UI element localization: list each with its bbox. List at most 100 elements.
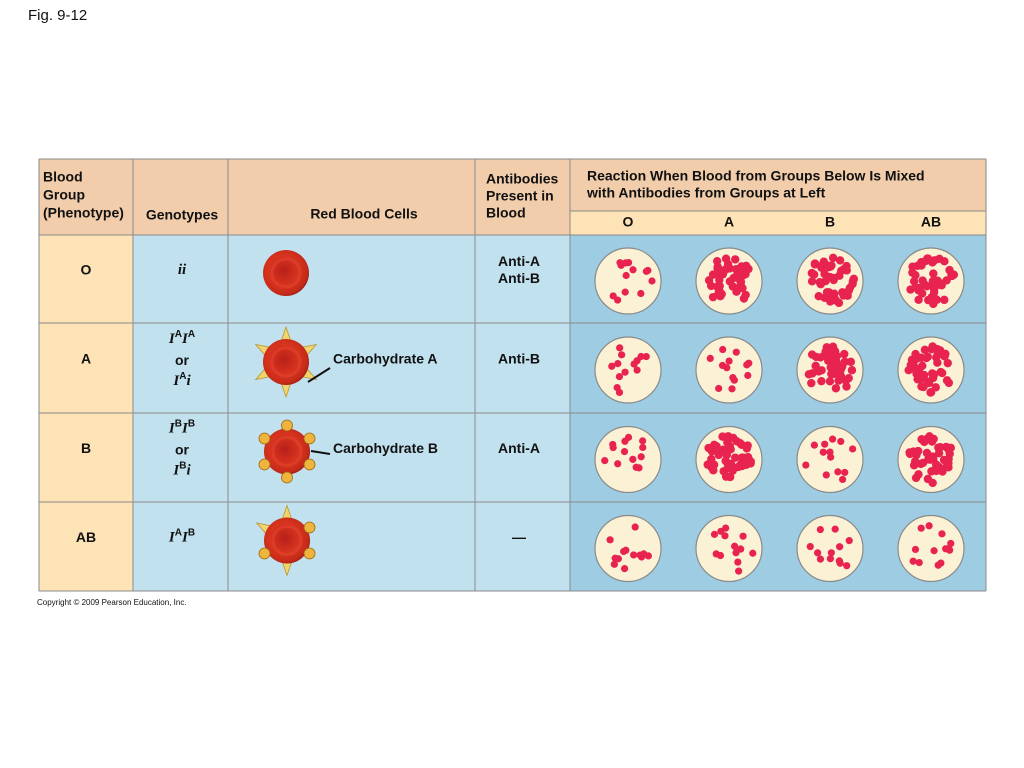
agglutinated-cell: [804, 370, 814, 379]
agglutinated-cell: [929, 299, 938, 309]
red-cell-dot: [802, 461, 810, 469]
cell-rim: [270, 257, 302, 289]
agglutinated-cell: [937, 368, 947, 378]
reaction-group-label: AB: [921, 214, 941, 230]
agglutinated-cell: [914, 295, 923, 305]
agglutinated-cell: [923, 352, 932, 361]
red-cell-dot: [810, 441, 818, 449]
agglutinated-cell: [809, 270, 819, 279]
red-cell-dot: [845, 537, 853, 545]
agglutinated-cell: [817, 263, 826, 272]
agglutinated-cell: [741, 453, 750, 462]
blood-group: A: [81, 351, 91, 367]
genotype-part: I: [181, 331, 189, 347]
red-cell-dot: [618, 351, 626, 359]
agglutinated-cell: [828, 253, 838, 263]
agglutinated-cell: [927, 437, 937, 446]
cell-rim: [271, 525, 303, 556]
genotype-part: I: [172, 463, 180, 479]
red-cell-dot: [826, 448, 834, 456]
blood-group: O: [81, 262, 92, 278]
agglutinated-cell: [828, 342, 838, 351]
pointer-line: [307, 367, 331, 383]
red-cell-dot: [615, 388, 624, 397]
copyright: Copyright © 2009 Pearson Education, Inc.: [37, 598, 187, 607]
genotype-superscript: B: [179, 461, 186, 472]
header-phenotype: (Phenotype): [43, 205, 124, 221]
red-cell-dot: [715, 384, 723, 393]
red-blood-cell: [264, 517, 310, 564]
genotype-line: or: [175, 441, 190, 457]
red-cell-dot: [640, 550, 648, 558]
agglutinated-cell: [905, 448, 914, 458]
red-cell-dot: [624, 258, 633, 267]
agglutinated-cell: [831, 384, 841, 393]
red-cell-dot: [831, 525, 839, 533]
red-cell-dot: [835, 557, 844, 565]
red-cell-dot: [621, 437, 629, 445]
agglutinated-cell: [840, 349, 849, 359]
agglutinated-cell: [846, 357, 856, 367]
agglutinated-cell: [946, 443, 956, 453]
header-genotypes: Genotypes: [146, 207, 219, 223]
red-cell-dot: [648, 277, 656, 285]
agglutinated-cell: [940, 257, 949, 266]
agglutinated-cell: [917, 289, 927, 298]
agglutinated-cell: [919, 370, 929, 380]
antibody: —: [512, 529, 526, 545]
red-cell-dot: [739, 532, 747, 540]
agglutinated-cell: [918, 361, 927, 371]
carbohydrate-label: Carbohydrate B: [333, 440, 438, 456]
agglutinated-cell: [940, 295, 949, 305]
red-cell-dot: [938, 530, 946, 538]
red-cell-dot: [729, 374, 737, 382]
reaction-group-label: B: [825, 214, 835, 230]
agglutinated-cell: [830, 289, 839, 298]
genotype-line: IBIB: [168, 419, 195, 437]
red-cell-dot: [621, 288, 629, 296]
red-cell-dot: [611, 554, 619, 562]
red-cell-dot: [639, 437, 647, 445]
red-cell-dot: [642, 267, 650, 275]
header-antibodies: Antibodies: [486, 171, 559, 187]
carbohydrate-b: [258, 458, 271, 471]
red-cell-dot: [909, 557, 917, 565]
red-cell-dot: [814, 549, 822, 557]
cell-rim: [271, 436, 303, 467]
reaction-dish: [897, 514, 965, 583]
agglutinated-cell: [929, 269, 938, 278]
genotype-superscript: B: [175, 419, 182, 430]
red-cell-dot: [925, 522, 933, 530]
agglutinated-cell: [726, 459, 736, 468]
header-reaction: Reaction When Blood from Groups Below Is…: [587, 168, 925, 184]
red-cell-dot: [614, 360, 622, 368]
agglutinated-cell: [917, 382, 926, 391]
reaction-group-label: A: [724, 214, 734, 230]
red-cell-dot: [606, 536, 614, 544]
red-cell-dot: [637, 289, 645, 298]
carbohydrate-b: [303, 547, 316, 560]
agglutinated-cell: [929, 370, 939, 379]
genotype-part: I: [181, 421, 189, 437]
agglutinated-cell: [736, 277, 746, 286]
red-cell-dot: [743, 361, 751, 369]
agglutinated-cell: [928, 276, 938, 286]
agglutinated-cell: [807, 350, 817, 359]
agglutinated-cell: [835, 256, 845, 265]
agglutinated-cell: [739, 294, 749, 303]
red-cell-dot: [834, 468, 842, 476]
red-cell-dot: [816, 555, 825, 563]
reaction-dish: [796, 514, 864, 583]
agglutinated-cell: [944, 378, 954, 388]
agglutinated-cell: [706, 281, 716, 291]
red-cell-dot: [617, 261, 625, 269]
red-cell-dot: [706, 354, 714, 363]
agglutinated-cell: [920, 345, 930, 355]
cell-rim: [270, 346, 302, 378]
agglutinated-cell: [710, 440, 719, 449]
red-cell-dot: [718, 361, 727, 370]
agglutinated-cell: [910, 457, 920, 466]
red-cell-dot: [630, 551, 638, 559]
red-cell-dot: [631, 523, 639, 531]
